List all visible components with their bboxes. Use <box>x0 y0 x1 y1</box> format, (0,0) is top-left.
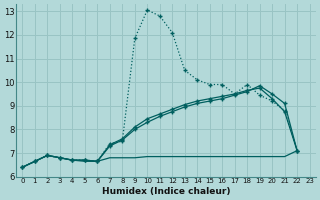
X-axis label: Humidex (Indice chaleur): Humidex (Indice chaleur) <box>102 187 230 196</box>
